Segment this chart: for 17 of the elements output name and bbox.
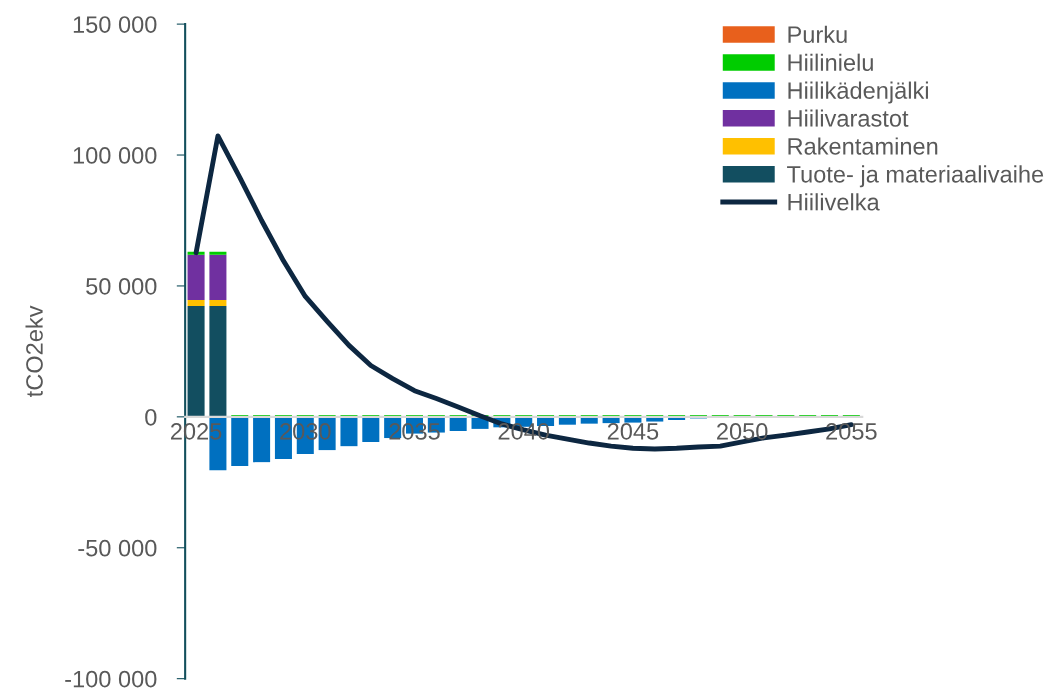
y-axis-title: tCO2ekv xyxy=(25,305,43,397)
legend-label: Purku xyxy=(788,25,847,44)
x-tick-label: 2045 xyxy=(607,423,659,440)
x-tick-label: 2050 xyxy=(717,423,768,440)
y-tick-label: 150 000 xyxy=(73,16,157,33)
x-tick-label: 2055 xyxy=(826,423,877,440)
y-tick-label: -50 000 xyxy=(78,539,157,557)
y-tick-label: 0 xyxy=(145,408,157,426)
legend-label: Hiilinielu xyxy=(788,53,873,71)
y-tick-label: 100 000 xyxy=(73,147,157,164)
legend-label: Hiilivarastot xyxy=(788,109,909,127)
y-tick-label: -100 000 xyxy=(65,670,157,688)
legend-label: Tuote- ja materiaalivaihe xyxy=(787,165,1044,188)
legend-label: Hiilikädenjälki xyxy=(788,81,928,104)
legend-label: Hiilivelka xyxy=(788,193,880,211)
y-tick-label: 50 000 xyxy=(86,278,157,295)
legend-label: Rakentaminen xyxy=(788,137,938,155)
